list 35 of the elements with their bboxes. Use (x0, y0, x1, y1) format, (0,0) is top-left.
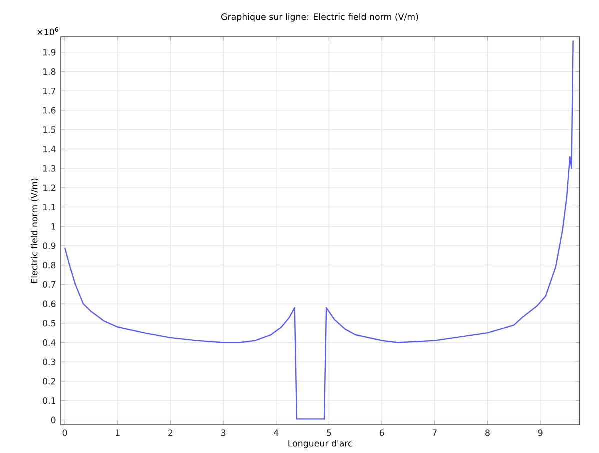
x-axis-title: Longueur d'arc (288, 440, 352, 449)
y-tick-label: 0.8 (43, 262, 56, 269)
x-tick-label: 1 (116, 430, 120, 436)
x-tick-label: 0 (62, 430, 68, 436)
y-tick-label: 0.1 (43, 398, 56, 404)
x-tick-label: 4 (274, 430, 279, 436)
y-tick-label: 0.2 (43, 378, 56, 385)
x-tick-label: 7 (432, 430, 437, 436)
x-tick-label: 3 (221, 430, 226, 436)
y-tick-label: 0.9 (43, 242, 56, 250)
x-tick-label: 6 (380, 430, 384, 436)
text: ×10$^{6}$ (38, 27, 58, 36)
y-tick-label: 1.9 (43, 49, 56, 56)
x-tick-label: 9 (538, 430, 543, 436)
x-tick-label: 5 (327, 430, 332, 436)
y-tick-label: 0.4 (43, 340, 56, 346)
y-tick-label: 0.6 (43, 300, 56, 308)
y-tick-label: 1.3 (43, 165, 56, 172)
y-tick-label: 0.3 (43, 358, 56, 366)
x-tick-label: 8 (486, 430, 490, 436)
y-tick-label: 1.1 (43, 204, 56, 210)
y-tick-label: 0 (51, 416, 56, 424)
y-tick-label: 1.6 (43, 107, 56, 114)
y-tick-label: 1.5 (43, 126, 56, 134)
y-tick-label: 0.7 (43, 281, 56, 288)
y-tick-label: 1 (52, 224, 56, 230)
y-axis-title: Electric field norm (V/m) (30, 178, 39, 284)
y-tick-label: 1.2 (43, 184, 56, 192)
y-tick-label: 1.4 (43, 146, 56, 152)
chart-title: Graphique sur ligne: Electric field norm (V/m) (222, 14, 418, 22)
y-tick-label: 1.8 (43, 68, 56, 76)
y-tick-label: 1.7 (43, 88, 56, 94)
y-tick-label: 0.5 (43, 320, 56, 327)
line-series (64, 40, 574, 420)
x-tick-label: 2 (168, 430, 173, 436)
